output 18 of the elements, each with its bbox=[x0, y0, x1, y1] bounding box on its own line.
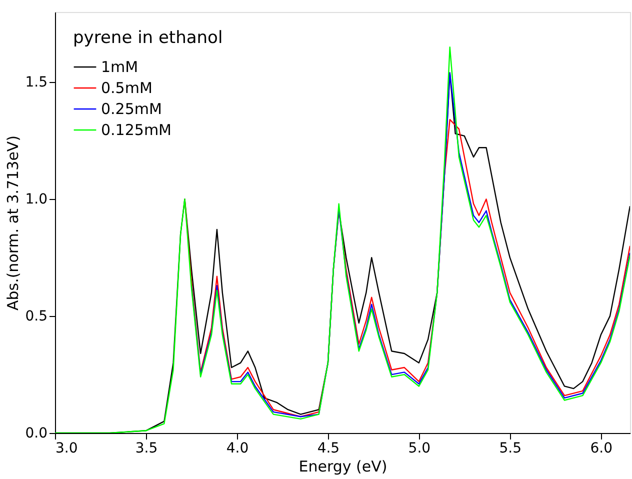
y-axis-title: Abs.(norm. at 3.713eV) bbox=[4, 135, 22, 311]
legend-title: pyrene in ethanol bbox=[73, 28, 223, 48]
x-tick-label: 3.0 bbox=[56, 440, 78, 456]
x-tick-label: 5.5 bbox=[499, 440, 522, 456]
x-tick-label: 4.5 bbox=[317, 440, 340, 456]
legend-label: 1mM bbox=[101, 58, 138, 76]
x-tick-label: 3.5 bbox=[135, 440, 158, 456]
y-tick-label: 1.0 bbox=[25, 192, 48, 208]
legend-label: 0.5mM bbox=[101, 79, 152, 97]
x-tick-label: 4.0 bbox=[226, 440, 249, 456]
legend-label: 0.125mM bbox=[101, 121, 172, 139]
x-tick-label: 6.0 bbox=[590, 440, 613, 456]
y-tick-label: 0.0 bbox=[25, 426, 48, 442]
x-axis-title: Energy (eV) bbox=[298, 458, 388, 476]
y-tick-label: 1.5 bbox=[25, 74, 48, 91]
y-tick-label: 0.5 bbox=[25, 308, 48, 325]
legend-label: 0.25mM bbox=[101, 100, 162, 118]
x-tick-label: 5.0 bbox=[408, 440, 431, 456]
